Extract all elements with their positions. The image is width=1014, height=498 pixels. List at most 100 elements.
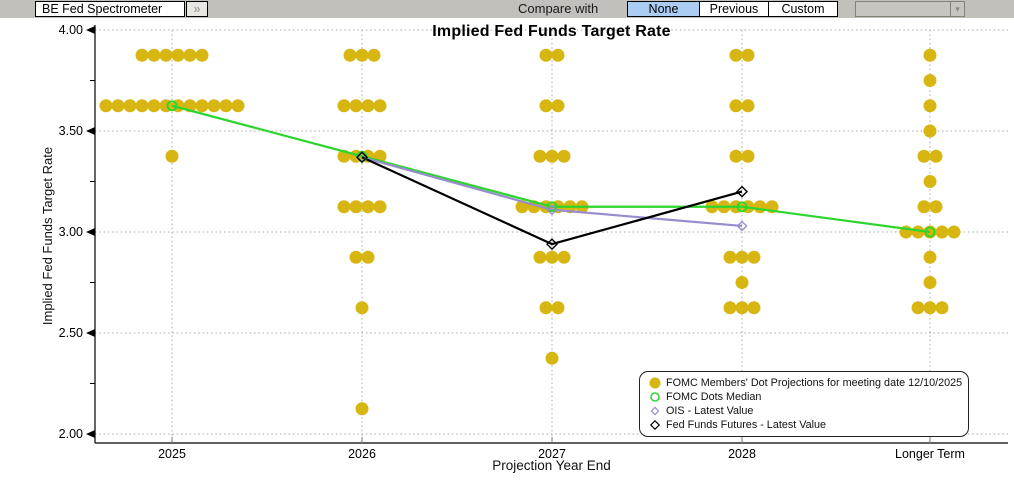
legend-item: FOMC Dots Median xyxy=(648,390,960,404)
fomc-dot xyxy=(557,149,571,163)
legend-item: OIS - Latest Value xyxy=(648,404,960,418)
open-circle-icon xyxy=(650,392,660,402)
fomc-dot xyxy=(545,149,559,163)
open-diamond-icon xyxy=(649,419,661,431)
y-tick-label: 2.00 xyxy=(59,427,83,441)
fomc-dot xyxy=(349,250,363,264)
fomc-dot xyxy=(723,250,737,264)
fomc-dot xyxy=(557,250,571,264)
fomc-dot xyxy=(741,99,755,113)
compare-none-button[interactable]: None xyxy=(627,1,700,17)
ois-marker xyxy=(736,220,748,232)
x-tick-label: 2027 xyxy=(538,447,566,461)
y-tick-label: 3.00 xyxy=(59,225,83,239)
legend-item: Fed Funds Futures - Latest Value xyxy=(648,418,960,432)
fomc-dot xyxy=(349,200,363,214)
fomc-dot xyxy=(337,99,351,113)
fomc-dot xyxy=(111,99,125,113)
expand-button[interactable]: » xyxy=(186,1,208,17)
fomc-dot xyxy=(723,301,737,315)
fomc-dot xyxy=(729,149,743,163)
fomc-dot xyxy=(219,99,233,113)
y-axis-label: Implied Fed Funds Target Rate xyxy=(40,146,55,326)
y-tick-arrow xyxy=(86,228,95,236)
fomc-dot xyxy=(923,48,937,62)
fomc-dot xyxy=(343,48,357,62)
futures-marker xyxy=(546,238,558,251)
fomc-dot xyxy=(539,48,553,62)
fomc-dot xyxy=(159,48,173,62)
fomc-dot xyxy=(135,99,149,113)
legend-label: Fed Funds Futures - Latest Value xyxy=(666,419,827,431)
fomc-dot xyxy=(545,351,559,365)
fomc-dot xyxy=(923,124,937,138)
y-tick-label: 3.50 xyxy=(59,124,83,138)
median-marker xyxy=(546,201,558,213)
fomc-dot xyxy=(929,149,943,163)
fomc-dot xyxy=(741,149,755,163)
legend-item: FOMC Members' Dot Projections for meetin… xyxy=(648,376,963,390)
fomc-dot xyxy=(171,48,185,62)
fomc-dot xyxy=(207,99,221,113)
fomc-dot xyxy=(545,250,559,264)
fomc-dot xyxy=(753,200,767,214)
x-tick-label: 2028 xyxy=(728,447,756,461)
fomc-dot xyxy=(355,402,369,416)
custom-compare-dropdown[interactable]: ▾ xyxy=(855,1,965,17)
fomc-dot xyxy=(355,48,369,62)
fomc-dot xyxy=(747,250,761,264)
median-marker xyxy=(924,226,936,238)
fomc-dot xyxy=(735,276,749,289)
fomc-dot xyxy=(533,250,547,264)
fomc-dot xyxy=(741,48,755,62)
double-chevron-icon: » xyxy=(193,1,201,16)
futures-marker xyxy=(356,151,368,164)
legend: FOMC Members' Dot Projections for meetin… xyxy=(639,371,969,437)
y-tick-label: 4.00 xyxy=(59,23,83,37)
fomc-dot xyxy=(367,48,381,62)
fomc-dot xyxy=(123,99,137,113)
y-tick-label: 2.50 xyxy=(59,326,83,340)
fomc-dot xyxy=(539,99,553,113)
fomc-dot xyxy=(923,99,937,113)
chart-title: Implied Fed Funds Target Rate xyxy=(432,23,671,40)
ois-line xyxy=(361,156,743,228)
legend-label: FOMC Members' Dot Projections for meetin… xyxy=(666,377,963,389)
fomc-dot xyxy=(373,200,387,214)
fomc-dot xyxy=(935,301,949,315)
legend-label: FOMC Dots Median xyxy=(666,391,762,403)
fomc-dot xyxy=(923,301,937,315)
fomc-dot xyxy=(195,48,209,62)
fomc-dot xyxy=(361,200,375,214)
ois-marker xyxy=(546,204,558,216)
fomc-dot xyxy=(923,175,937,188)
fomc-dot xyxy=(135,48,149,62)
fomc-dot xyxy=(337,200,351,214)
futures-line xyxy=(361,156,743,246)
fomc-dot xyxy=(735,301,749,315)
fomc-dot xyxy=(533,149,547,163)
fomc-dot xyxy=(923,74,937,87)
fomc-dot xyxy=(917,200,931,214)
legend-label: OIS - Latest Value xyxy=(666,405,754,417)
toolbar: BE Fed Spectrometer » Compare with None … xyxy=(0,0,1014,18)
fomc-dot xyxy=(355,301,369,315)
median-marker xyxy=(736,201,748,213)
compare-previous-button[interactable]: Previous xyxy=(699,1,769,17)
fomc-dot xyxy=(147,48,161,62)
fomc-dot xyxy=(947,225,961,239)
open-diamond-small-icon xyxy=(650,406,660,416)
fomc-dot xyxy=(551,48,565,62)
fomc-dot xyxy=(729,48,743,62)
y-tick-arrow xyxy=(86,127,95,135)
fomc-dot xyxy=(195,99,209,113)
median-line xyxy=(171,104,931,234)
chart-type-select[interactable]: BE Fed Spectrometer xyxy=(35,1,185,17)
compare-custom-button[interactable]: Custom xyxy=(768,1,838,17)
median-marker xyxy=(166,100,178,112)
compare-with-label: Compare with xyxy=(518,1,599,16)
fomc-dot xyxy=(165,149,179,163)
x-tick-label: 2025 xyxy=(158,447,186,461)
